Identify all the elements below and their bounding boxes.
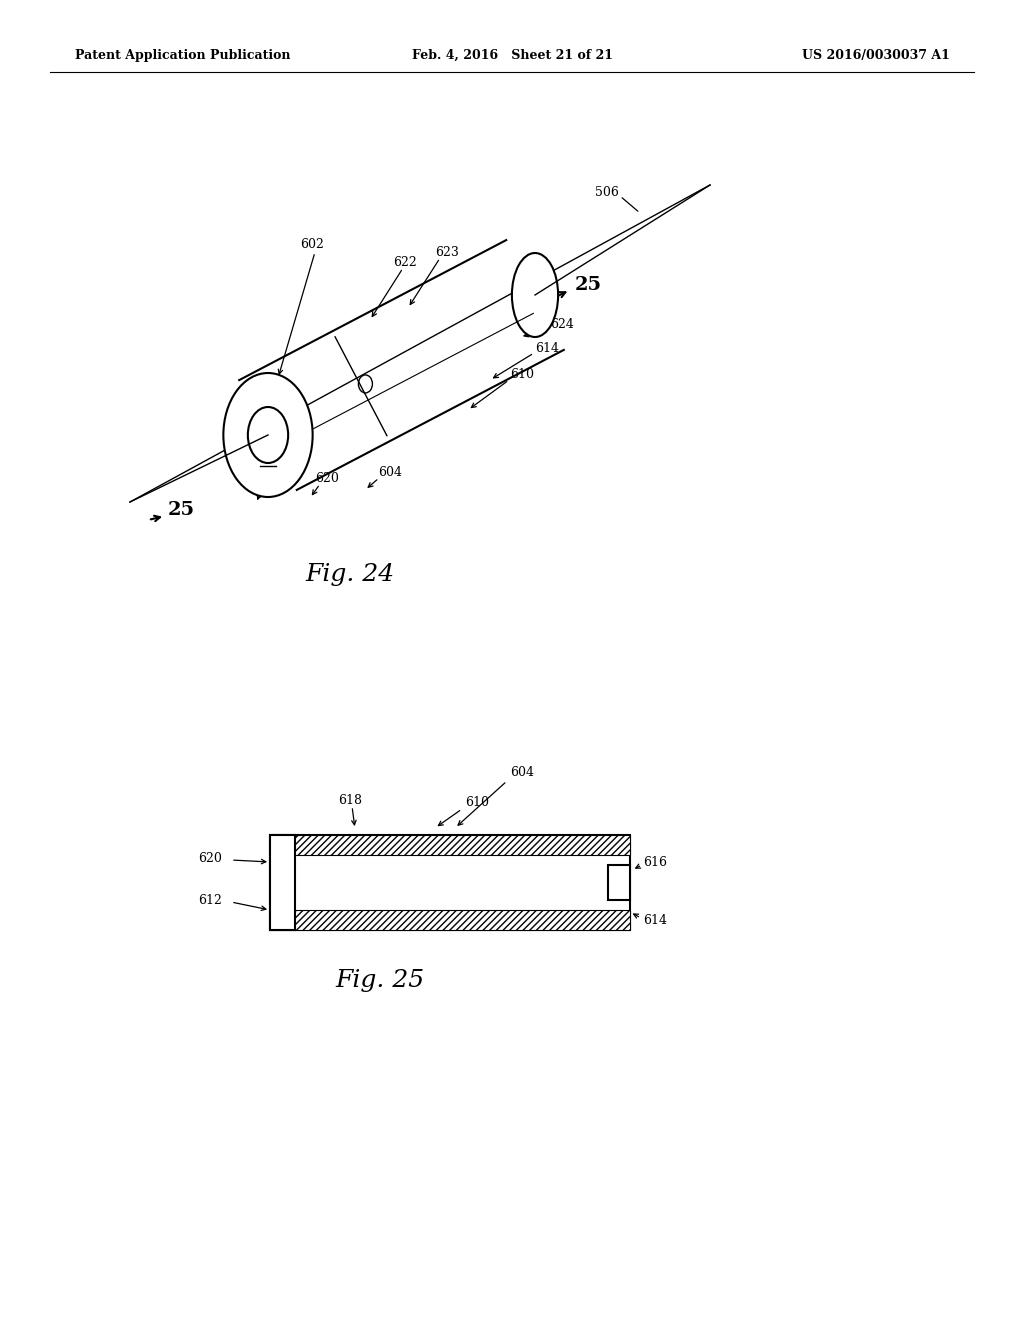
Text: 25: 25 [168,502,196,519]
Bar [608,865,630,900]
Text: 604: 604 [378,466,402,479]
Text: 616: 616 [643,855,667,869]
Bar [270,909,630,931]
Ellipse shape [512,253,558,337]
Text: Feb. 4, 2016   Sheet 21 of 21: Feb. 4, 2016 Sheet 21 of 21 [412,49,612,62]
Text: US 2016/0030037 A1: US 2016/0030037 A1 [802,49,950,62]
Bar [270,836,630,855]
Text: 624: 624 [550,318,573,331]
Text: 618: 618 [338,793,362,807]
Text: 612: 612 [198,894,222,907]
Text: Fig. 24: Fig. 24 [305,564,394,586]
Text: Fig. 25: Fig. 25 [336,969,425,991]
Text: 614: 614 [535,342,559,355]
Text: 610: 610 [510,368,534,381]
Bar [270,836,295,931]
Ellipse shape [248,407,288,463]
Text: 622: 622 [393,256,417,268]
Text: 623: 623 [435,246,459,259]
Bar [270,836,630,931]
Text: 612: 612 [258,477,282,490]
Text: 614: 614 [643,913,667,927]
Text: 620: 620 [315,471,339,484]
Text: 620: 620 [198,851,222,865]
Text: 506: 506 [595,186,618,198]
Text: 610: 610 [465,796,489,809]
Text: 602: 602 [300,239,324,252]
Text: Patent Application Publication: Patent Application Publication [75,49,291,62]
Ellipse shape [223,374,312,498]
Text: 604: 604 [510,767,534,780]
Ellipse shape [358,375,373,393]
Text: 25: 25 [575,276,602,294]
